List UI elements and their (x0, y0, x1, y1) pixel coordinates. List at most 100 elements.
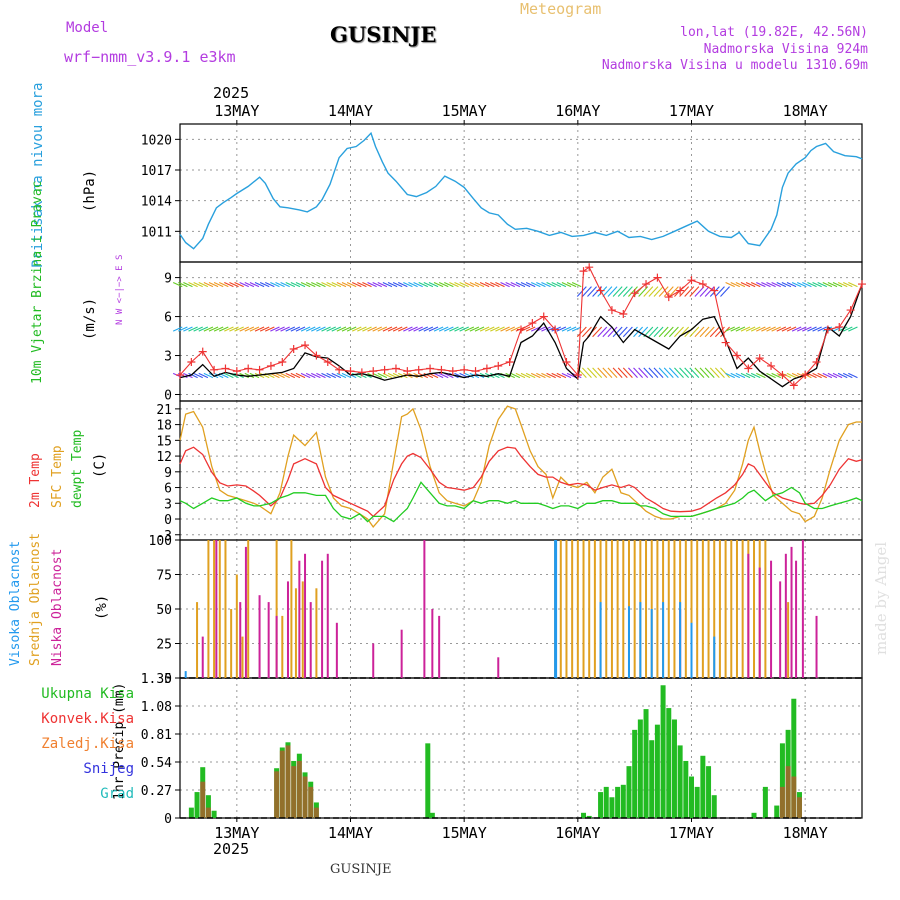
low-cloud-bar (497, 657, 500, 678)
total-rain-bar (598, 792, 604, 818)
wind-gust-marker (403, 367, 412, 376)
wind-barb (208, 326, 219, 332)
convective-rain-bar (200, 781, 206, 818)
wind-barb (812, 281, 822, 288)
convective-rain-bar (296, 760, 302, 818)
legend-hail: Grad (100, 786, 134, 802)
low-cloud-bar (747, 553, 750, 678)
wind-barb (832, 372, 843, 379)
wind-barb (663, 367, 674, 378)
wind-barb (280, 281, 290, 288)
wind-barb (305, 281, 316, 288)
wind-barb (433, 372, 444, 379)
total-rain-bar (762, 786, 768, 818)
wind-barb (592, 367, 603, 378)
wind-barb (398, 281, 408, 288)
wind-gust-marker (346, 367, 355, 376)
total-rain-bar (205, 795, 211, 818)
wind-barb (520, 281, 531, 288)
wind-speed-line (179, 283, 863, 388)
low-cloud-bar (286, 581, 289, 678)
wind-barb (449, 281, 459, 288)
low-cloud-bar (215, 540, 218, 678)
wind-barb (254, 281, 265, 288)
low-cloud-bar (801, 540, 804, 678)
wind-gust-marker (710, 286, 719, 295)
low-cloud-bar (298, 560, 301, 678)
wind-barb (178, 281, 188, 288)
wind-barb (628, 286, 638, 297)
y-tick-label: 3 (164, 350, 172, 365)
wind-gust-marker (471, 367, 480, 376)
total-rain-bar (637, 719, 643, 818)
wind-barb (679, 286, 690, 297)
mid-cloud-bar (281, 615, 284, 678)
wind-barb (674, 367, 684, 378)
wind-barb (786, 281, 797, 288)
convective-rain-bar (791, 776, 797, 818)
dewpoint-line (179, 481, 863, 523)
wind-barb (178, 326, 188, 332)
low-cloud-bar (795, 560, 798, 678)
wind-barb (270, 326, 280, 332)
wind-barb (525, 326, 536, 332)
wind-barb (372, 326, 382, 332)
wind-barb (510, 372, 521, 379)
wind-barb (750, 281, 761, 288)
wind-barb (188, 281, 198, 288)
wind-barb (239, 281, 249, 288)
wind-barb (843, 326, 853, 332)
wind-gust-marker (653, 273, 662, 282)
wind-barb (224, 372, 234, 379)
wind-barb (776, 326, 787, 332)
mid-cloud-bar (718, 540, 721, 678)
wind-barb (566, 281, 577, 288)
total-rain-bar (632, 729, 638, 818)
wind-barb (316, 326, 326, 332)
panel-frame (179, 677, 863, 819)
y-tick-label: 15 (156, 434, 172, 449)
wind-barb (602, 367, 613, 378)
total-rain-bar (649, 740, 655, 818)
wind-barb (848, 372, 858, 379)
wind-barb (761, 281, 771, 288)
wind-barb (438, 372, 449, 379)
wind-gust-marker (698, 280, 707, 289)
wind-barb (571, 326, 582, 332)
total-rain-bar (609, 797, 615, 818)
low-cloud-bar (201, 636, 204, 678)
mid-cloud-bar (696, 540, 699, 678)
wind-gust-marker (369, 367, 378, 376)
mid-cloud-bar (724, 540, 727, 678)
wind-barb (305, 372, 316, 379)
wind-barb (602, 286, 613, 297)
total-rain-bar (791, 698, 797, 818)
wind-barb (224, 326, 234, 332)
mid-cloud-bar (224, 540, 227, 678)
wind-gust-marker (312, 351, 321, 360)
wind-barb (326, 281, 336, 288)
wind-barb (229, 326, 239, 332)
convective-rain-bar (291, 766, 297, 818)
low-cloud-bar (275, 615, 278, 678)
wind-barb (556, 326, 567, 332)
wind-gust-marker (391, 364, 400, 373)
wind-barb (607, 367, 618, 378)
wind-barb (362, 326, 372, 332)
x-tick-label-bottom: 18MAY (783, 824, 828, 842)
wind-barb (367, 281, 377, 288)
wind-barb (740, 372, 751, 379)
wind-barb (536, 372, 546, 379)
wind-barb (188, 372, 198, 379)
convective-rain-bar (779, 786, 785, 818)
wind-barb (387, 326, 398, 332)
wind-barb (341, 326, 352, 332)
wind-barb (566, 372, 577, 379)
wind-gust-marker (835, 322, 844, 331)
wind-barb (377, 372, 388, 379)
x-tick-label-top: 17MAY (669, 102, 714, 120)
wind-barb (382, 372, 393, 379)
wind-barb (495, 326, 505, 332)
wind-gust-marker (210, 365, 219, 374)
wind-gust-marker (858, 280, 866, 289)
